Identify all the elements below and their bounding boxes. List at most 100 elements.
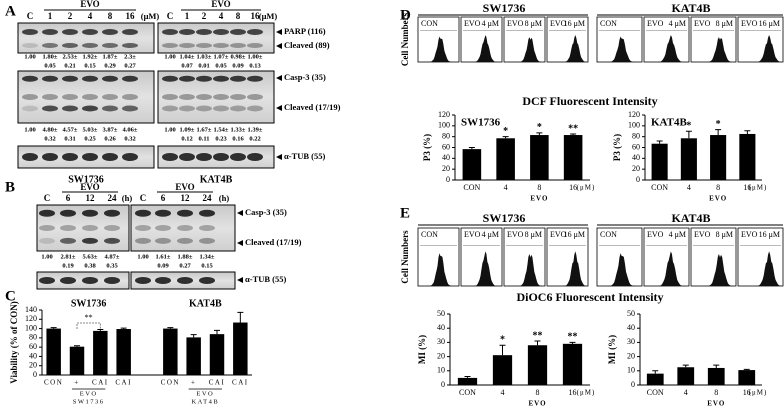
blot-band bbox=[122, 94, 138, 100]
blot-band bbox=[42, 153, 58, 161]
bar bbox=[462, 149, 482, 180]
condition-label: EVO bbox=[507, 19, 524, 28]
error-bar bbox=[656, 140, 663, 144]
condition-label: EVO bbox=[694, 19, 711, 28]
blot-band bbox=[179, 43, 195, 48]
quant-value: 1.61± bbox=[156, 253, 171, 260]
quant-value: 0.09 bbox=[157, 262, 169, 269]
blot-band bbox=[162, 94, 178, 100]
error-bar bbox=[713, 364, 720, 368]
y-tick-label: 60 bbox=[442, 142, 450, 151]
histogram bbox=[419, 36, 458, 62]
bar bbox=[707, 367, 725, 385]
quant-value: 1.87± bbox=[103, 53, 118, 60]
quant-value: 0.21 bbox=[64, 62, 75, 69]
arrow bbox=[276, 75, 282, 81]
histogram bbox=[645, 251, 688, 286]
y-tick-label: 80 bbox=[29, 333, 37, 342]
blot-band bbox=[82, 29, 98, 35]
blot-band bbox=[213, 94, 229, 100]
error-bar bbox=[214, 329, 220, 335]
x-tick-label: 16 bbox=[569, 388, 577, 397]
quant-value: 0.27 bbox=[179, 262, 191, 269]
quant-value: 1.39± bbox=[248, 126, 263, 133]
y-tick-label: 0 bbox=[631, 380, 635, 389]
blot-band bbox=[22, 43, 38, 48]
error-bar bbox=[534, 340, 541, 346]
y-tick-label: 40 bbox=[627, 323, 635, 332]
blot-band bbox=[82, 237, 98, 244]
x-tick-label: 8 bbox=[537, 183, 541, 192]
bar bbox=[530, 135, 549, 180]
quant-value: 0.98± bbox=[231, 53, 246, 60]
significance: ** bbox=[568, 123, 578, 134]
bar bbox=[496, 138, 515, 180]
quant-value: 4.80± bbox=[43, 126, 58, 133]
bar bbox=[186, 337, 201, 375]
blot-band bbox=[155, 237, 171, 244]
blot-band bbox=[42, 94, 58, 100]
blot-band bbox=[60, 237, 76, 244]
quant-value: 1.33± bbox=[231, 126, 246, 133]
group-label: KAT4B bbox=[191, 398, 219, 405]
chart-title: KAT4B bbox=[651, 117, 688, 129]
blot-band bbox=[247, 153, 263, 161]
quant-value: 0.12 bbox=[181, 135, 192, 142]
y-tick-label: 0 bbox=[446, 175, 450, 184]
significance: * bbox=[716, 119, 721, 130]
bar bbox=[680, 138, 697, 180]
blot-band bbox=[162, 153, 178, 161]
y-axis-label: P3 (%) bbox=[612, 134, 622, 161]
histogram bbox=[548, 251, 587, 286]
blot bbox=[17, 22, 155, 54]
y-tick-label: 20 bbox=[627, 351, 635, 360]
quant-value: 1.00 bbox=[24, 126, 35, 133]
lane-label: 6 bbox=[161, 193, 166, 203]
blot-band bbox=[177, 277, 193, 284]
y-tick-label: 60 bbox=[29, 342, 37, 351]
bar bbox=[69, 346, 85, 375]
blot-band bbox=[39, 225, 55, 231]
blot-band bbox=[199, 237, 215, 244]
error-bar bbox=[715, 129, 722, 136]
y-tick-label: 100 bbox=[628, 121, 640, 130]
y-tick-label: 20 bbox=[29, 361, 37, 370]
quant-value: 1.92± bbox=[83, 53, 98, 60]
histogram bbox=[505, 37, 544, 62]
blot-band bbox=[199, 209, 215, 217]
y-tick-label: 80 bbox=[442, 131, 450, 140]
panel-letter: E bbox=[400, 205, 410, 221]
y-tick-label: 0 bbox=[33, 370, 37, 379]
condition-label: EVO bbox=[550, 19, 567, 28]
error-bar bbox=[190, 334, 197, 338]
significance: * bbox=[537, 122, 542, 133]
condition-label: EVO bbox=[464, 19, 481, 28]
histogram bbox=[645, 35, 688, 62]
bar bbox=[209, 334, 225, 375]
quant-value: 1.80± bbox=[43, 53, 58, 60]
blot bbox=[157, 22, 275, 54]
x-tick-label: + bbox=[191, 379, 196, 387]
blot-band bbox=[179, 153, 195, 161]
blot-band bbox=[82, 209, 98, 217]
band-label: α-TUB (55) bbox=[245, 274, 287, 284]
blot-band bbox=[162, 105, 178, 112]
bar bbox=[646, 373, 664, 385]
y-tick-label: 120 bbox=[25, 314, 37, 323]
quant-value: 4.57± bbox=[63, 126, 78, 133]
blot-band bbox=[22, 75, 38, 82]
lane-label: 6 bbox=[66, 193, 71, 203]
lane-label: 24 bbox=[108, 193, 118, 203]
significance-bracket bbox=[76, 322, 101, 329]
bar bbox=[677, 367, 695, 385]
y-tick-label: 40 bbox=[437, 323, 445, 332]
y-tick-label: 20 bbox=[437, 351, 445, 360]
blot-band bbox=[104, 209, 120, 217]
band-label: Cleaved (89) bbox=[284, 40, 330, 50]
lane-label: 4 bbox=[219, 11, 224, 21]
x-tick-label: 4 bbox=[501, 388, 505, 397]
blot-band bbox=[42, 43, 58, 48]
x-tick-label: 8 bbox=[714, 388, 718, 397]
x-tick-label: CAI bbox=[115, 379, 132, 387]
quant-value: 0.23 bbox=[215, 135, 227, 142]
